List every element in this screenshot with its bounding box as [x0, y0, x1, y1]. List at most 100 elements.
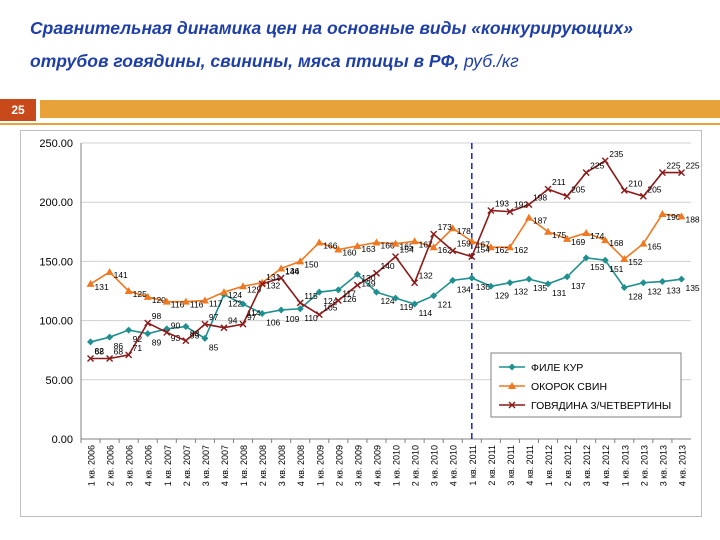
- data-point-beef: [258, 280, 266, 288]
- data-point-pork: [677, 212, 686, 220]
- legend-box: [490, 352, 682, 418]
- x-tick-label: 2 кв. 2006: [106, 445, 116, 486]
- data-point-beef: [296, 299, 304, 307]
- data-point-fillet: [468, 274, 476, 282]
- data-point-pork: [563, 234, 572, 242]
- data-point-pork: [143, 292, 152, 300]
- x-tick-label: 4 кв. 2011: [525, 445, 535, 486]
- x-tick-label: 2 кв. 2011: [487, 445, 497, 486]
- data-point-beef: [563, 192, 571, 200]
- data-label: 162: [495, 245, 509, 255]
- x-tick-label: 4 кв. 2006: [144, 445, 154, 486]
- data-label: 165: [647, 242, 661, 252]
- x-tick-label: 1 кв. 2012: [544, 445, 554, 486]
- data-point-fillet: [601, 256, 609, 264]
- data-label: 95: [190, 331, 200, 341]
- data-label: 68: [114, 346, 124, 356]
- data-label: 211: [552, 177, 566, 187]
- x-tick-label: 3 кв. 2012: [582, 445, 592, 486]
- data-point-fillet: [487, 282, 495, 290]
- data-label: 152: [628, 257, 642, 267]
- data-point-beef: [106, 354, 114, 362]
- data-label: 205: [571, 184, 585, 194]
- data-label: 188: [685, 214, 699, 224]
- data-label: 167: [419, 239, 433, 249]
- data-point-fillet: [296, 305, 304, 313]
- data-point-fillet: [525, 275, 533, 283]
- data-point-beef: [182, 337, 190, 345]
- data-label: 128: [628, 291, 642, 301]
- data-label: 150: [304, 259, 318, 269]
- x-tick-label: 2 кв. 2012: [563, 445, 573, 486]
- data-point-beef: [658, 169, 666, 177]
- data-point-beef: [544, 185, 552, 193]
- data-point-beef: [449, 247, 457, 255]
- data-label: 175: [552, 230, 566, 240]
- data-point-beef: [353, 281, 361, 289]
- data-label: 85: [209, 342, 219, 352]
- data-label: 97: [209, 312, 219, 322]
- series-line-diamond: [90, 257, 682, 343]
- data-point-beef: [411, 279, 419, 287]
- data-label: 167: [476, 239, 490, 249]
- data-point-pork: [315, 238, 324, 246]
- data-label: 129: [495, 290, 509, 300]
- legend-marker-fillet: [508, 363, 516, 371]
- data-point-beef: [144, 319, 152, 327]
- accent-bar: [40, 100, 720, 118]
- data-point-pork: [372, 238, 381, 246]
- data-point-pork: [86, 279, 95, 287]
- x-tick-label: 2 кв. 2010: [411, 445, 421, 486]
- data-label: 166: [380, 240, 394, 250]
- data-label: 198: [533, 193, 547, 203]
- data-label: 165: [400, 242, 414, 252]
- data-label: 136: [285, 266, 299, 276]
- data-label: 162: [514, 245, 528, 255]
- data-point-pork: [200, 296, 209, 304]
- data-point-beef: [201, 320, 209, 328]
- data-point-beef: [582, 169, 590, 177]
- data-label: 135: [533, 283, 547, 293]
- data-label: 139: [361, 278, 375, 288]
- data-point-beef: [525, 201, 533, 209]
- data-label: 136: [476, 282, 490, 292]
- data-label: 97: [247, 312, 257, 322]
- data-point-fillet: [411, 300, 419, 308]
- data-label: 225: [685, 161, 699, 171]
- x-tick-label: 3 кв. 2013: [658, 445, 668, 486]
- data-label: 98: [152, 311, 162, 321]
- x-tick-label: 2 кв. 2013: [639, 445, 649, 486]
- x-tick-label: 1 кв. 2013: [620, 445, 630, 486]
- data-point-fillet: [544, 280, 552, 288]
- data-point-pork: [467, 237, 476, 245]
- data-point-beef: [220, 324, 228, 332]
- data-label: 109: [285, 314, 299, 324]
- legend-label: ФИЛЕ КУР: [531, 362, 583, 374]
- data-label: 160: [342, 248, 356, 258]
- data-point-beef: [125, 351, 133, 359]
- data-label: 131: [95, 282, 109, 292]
- data-label: 89: [152, 338, 162, 348]
- data-point-beef: [487, 206, 495, 214]
- data-point-pork: [181, 297, 190, 305]
- slide-title: Сравнительная динамика цен на основные в…: [30, 12, 710, 78]
- data-label: 225: [590, 161, 604, 171]
- data-label: 163: [361, 244, 375, 254]
- legend-label: ОКОРОК СВИН: [531, 381, 607, 393]
- data-label: 94: [228, 316, 238, 326]
- x-tick-label: 4 кв. 2008: [296, 445, 306, 486]
- data-label: 154: [476, 245, 490, 255]
- data-label: 173: [438, 222, 452, 232]
- data-point-pork: [601, 236, 610, 244]
- data-label: 119: [400, 302, 414, 312]
- data-point-fillet: [125, 326, 133, 334]
- data-label: 116: [171, 300, 185, 310]
- data-label: 135: [685, 283, 699, 293]
- x-tick-label: 1 кв. 2010: [392, 445, 402, 486]
- x-tick-label: 3 кв. 2008: [277, 445, 287, 486]
- data-point-pork: [524, 213, 533, 221]
- data-label: 105: [323, 303, 337, 313]
- data-label: 116: [190, 300, 204, 310]
- series-line-triangle: [90, 213, 682, 303]
- data-label: 210: [628, 178, 642, 188]
